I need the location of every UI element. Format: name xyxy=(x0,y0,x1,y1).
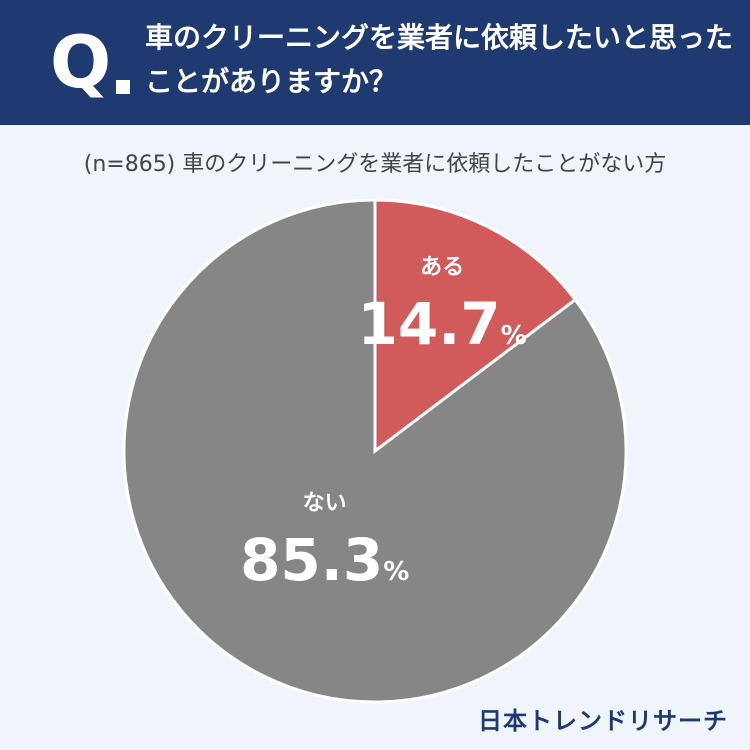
slice-label-name: ない xyxy=(303,491,347,516)
slice-label-value: 85.3% xyxy=(240,526,409,594)
chart-subtitle: (n=865) 車のクリーニングを業者に依頼したことがない方 xyxy=(83,152,667,177)
slice-label-name: ある xyxy=(420,255,464,280)
slice-label-value: 14.7% xyxy=(358,290,527,358)
pie-slice-nai xyxy=(122,198,628,704)
q-dot xyxy=(116,80,130,94)
header-banner: Q 車のクリーニングを業者に依頼したいと思ったことがありますか？ xyxy=(0,0,750,125)
question-text: 車のクリーニングを業者に依頼したいと思ったことがありますか？ xyxy=(145,21,734,98)
brand-logo: 日本トレンドリサーチ xyxy=(478,707,728,735)
q-mark: Q xyxy=(50,20,112,104)
pie-slice-aru xyxy=(373,198,578,455)
